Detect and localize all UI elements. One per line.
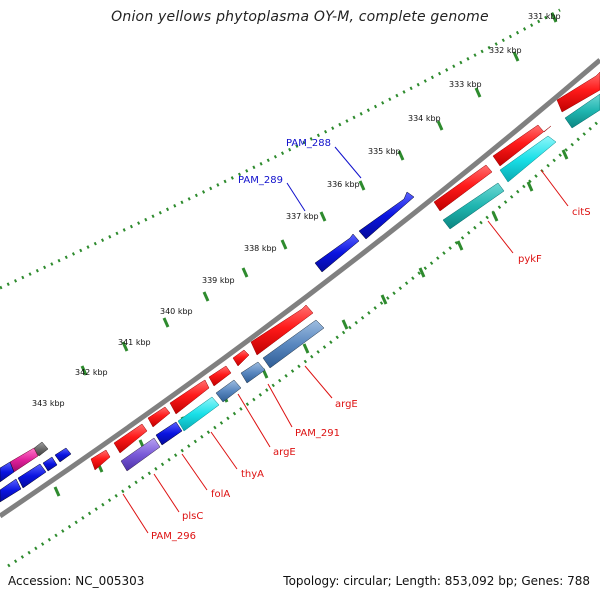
label-folA: folA [211,489,230,500]
genome-backbone [0,58,600,519]
gene-forward[interactable] [232,349,250,367]
accession-text: Accession: NC_005303 [8,574,145,588]
gene-reverse[interactable] [564,93,600,129]
gene-blue-left[interactable] [42,456,58,472]
gene-blue-left[interactable] [0,478,22,503]
inner-ruler-ticks [53,149,569,497]
gene-forward[interactable] [492,124,552,167]
label-argE-2: argE [273,447,296,458]
gene-pam-288[interactable] [358,191,415,240]
map-title: Onion yellows phytoplasma OY-M, complete… [111,9,489,25]
gene-forward[interactable] [113,423,148,454]
tick-label: 332 kbp [489,46,522,55]
topology-text: Topology: circular; Length: 853,092 bp; … [283,574,590,588]
gene-argE[interactable] [262,319,325,369]
inner-ruler [7,118,600,568]
tick-label: 337 kbp [286,212,319,221]
gene-pam-289[interactable] [314,233,360,273]
gene-forward[interactable] [433,164,493,212]
label-pykF: pykF [518,254,542,265]
gene-folA[interactable] [155,421,183,446]
gene-blue-left[interactable] [54,447,72,463]
tick-labels: 331 kbp 332 kbp 333 kbp 334 kbp 335 kbp … [32,12,561,408]
label-plsC: plsC [182,511,203,522]
label-pam-291: PAM_291 [295,428,340,439]
tick-label: 333 kbp [449,80,482,89]
label-citS: citS [572,207,591,218]
label-pam-288: PAM_288 [286,138,331,149]
gene-reverse[interactable] [442,182,505,230]
gene-forward[interactable] [90,449,111,471]
gene-forward[interactable] [147,406,171,428]
tick-label: 331 kbp [528,12,561,21]
gene-forward[interactable] [169,379,210,415]
label-argE: argE [335,399,358,410]
gene-blue-left[interactable] [0,461,15,483]
label-pam-289: PAM_289 [238,175,283,186]
gene-reverse[interactable] [499,135,557,183]
gene-argE-2[interactable] [215,379,242,403]
tick-label: 341 kbp [118,338,151,347]
tick-label: 339 kbp [202,276,235,285]
gene-thyA[interactable] [177,396,220,432]
gene-forward[interactable] [250,304,314,356]
gene-pam-291[interactable] [240,361,266,384]
tick-label: 335 kbp [368,147,401,156]
label-leaders-red [122,169,569,534]
tick-label: 340 kbp [160,307,193,316]
outer-ruler-ticks [80,12,558,376]
gene-plsC[interactable] [120,437,161,472]
label-pam-296: PAM_296 [151,531,196,542]
label-thyA: thyA [241,469,264,480]
tick-label: 334 kbp [408,114,441,123]
gene-forward[interactable] [556,71,600,113]
tick-label: 343 kbp [32,399,65,408]
tick-label: 338 kbp [244,244,277,253]
label-leaders-blue [286,146,362,212]
gene-blue-left[interactable] [17,463,47,489]
tick-label: 342 kbp [75,368,108,377]
gene-forward[interactable] [208,365,232,387]
tick-label: 336 kbp [327,180,360,189]
outer-ruler [0,8,561,290]
